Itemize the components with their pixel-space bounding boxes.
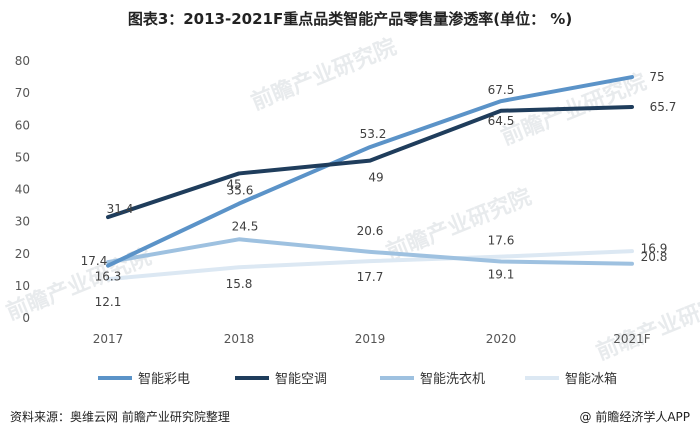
data-label: 16.9 — [641, 242, 668, 256]
data-label: 20.8 — [641, 250, 668, 264]
watermark-text: 前瞻产业研究院 — [248, 34, 401, 116]
series-lines — [106, 75, 634, 282]
data-label: 12.1 — [95, 295, 122, 309]
y-tick-label: 70 — [15, 86, 30, 100]
data-label: 35.6 — [227, 184, 254, 198]
legend-label: 智能洗衣机 — [420, 371, 485, 387]
data-label: 67.5 — [488, 83, 515, 97]
y-tick-label: 20 — [15, 247, 30, 261]
series-line — [106, 104, 634, 220]
series-line — [106, 75, 634, 268]
y-tick-label: 60 — [15, 118, 30, 132]
data-label: 64.5 — [488, 114, 515, 128]
data-label: 17.7 — [357, 270, 384, 284]
data-label: 65.7 — [650, 100, 677, 114]
brand-icon: @ — [579, 410, 592, 424]
data-label: 16.3 — [95, 270, 122, 284]
series-line — [106, 237, 634, 266]
data-labels: 16.3 35.6 53.2 67.5 75 31.4 45 49 64.5 65.7 17.4 24… — [81, 70, 677, 309]
x-tick-label: 2017 — [93, 332, 124, 346]
y-axis: 0 10 20 30 40 50 60 70 80 — [15, 54, 30, 325]
data-label: 15.8 — [226, 277, 253, 291]
x-tick-label: 2020 — [486, 332, 517, 346]
source-note: 资料来源：奥维云网 前瞻产业研究院整理 — [10, 410, 230, 424]
y-tick-label: 80 — [15, 54, 30, 68]
data-label: 49 — [368, 171, 383, 185]
data-label: 53.2 — [360, 127, 387, 141]
legend-label: 智能空调 — [275, 372, 327, 387]
data-label: 17.4 — [81, 254, 108, 268]
data-label: 17.6 — [488, 233, 515, 247]
legend-label: 智能彩电 — [138, 372, 190, 387]
x-tick-label: 2021F — [613, 332, 651, 346]
data-label: 20.6 — [357, 224, 384, 238]
y-tick-label: 30 — [15, 215, 30, 229]
brand-credit: @ 前瞻经济学人APP — [579, 408, 690, 425]
x-axis: 2017 2018 2019 2020 2021F — [93, 332, 651, 346]
x-tick-label: 2018 — [224, 332, 255, 346]
y-tick-label: 40 — [15, 183, 30, 197]
data-label: 45 — [226, 177, 241, 191]
y-tick-label: 0 — [22, 311, 30, 325]
data-label: 24.5 — [232, 219, 259, 233]
chart-title: 图表3：2013-2021F重点品类智能产品零售量渗透率(单位： %) — [127, 10, 573, 28]
data-label: 75 — [649, 70, 664, 84]
data-label: 31.4 — [107, 202, 134, 216]
y-tick-label: 50 — [15, 150, 30, 164]
watermark-text: 前瞻产业研究院 — [593, 284, 700, 366]
brand-name: 前瞻经济学人APP — [595, 410, 690, 424]
x-tick-label: 2019 — [355, 332, 386, 346]
data-label: 19.1 — [488, 268, 515, 282]
legend: 智能彩电 智能空调 智能洗衣机 智能冰箱 — [98, 371, 617, 387]
series-line — [106, 249, 634, 282]
y-tick-label: 10 — [15, 279, 30, 293]
legend-label: 智能冰箱 — [565, 371, 617, 387]
